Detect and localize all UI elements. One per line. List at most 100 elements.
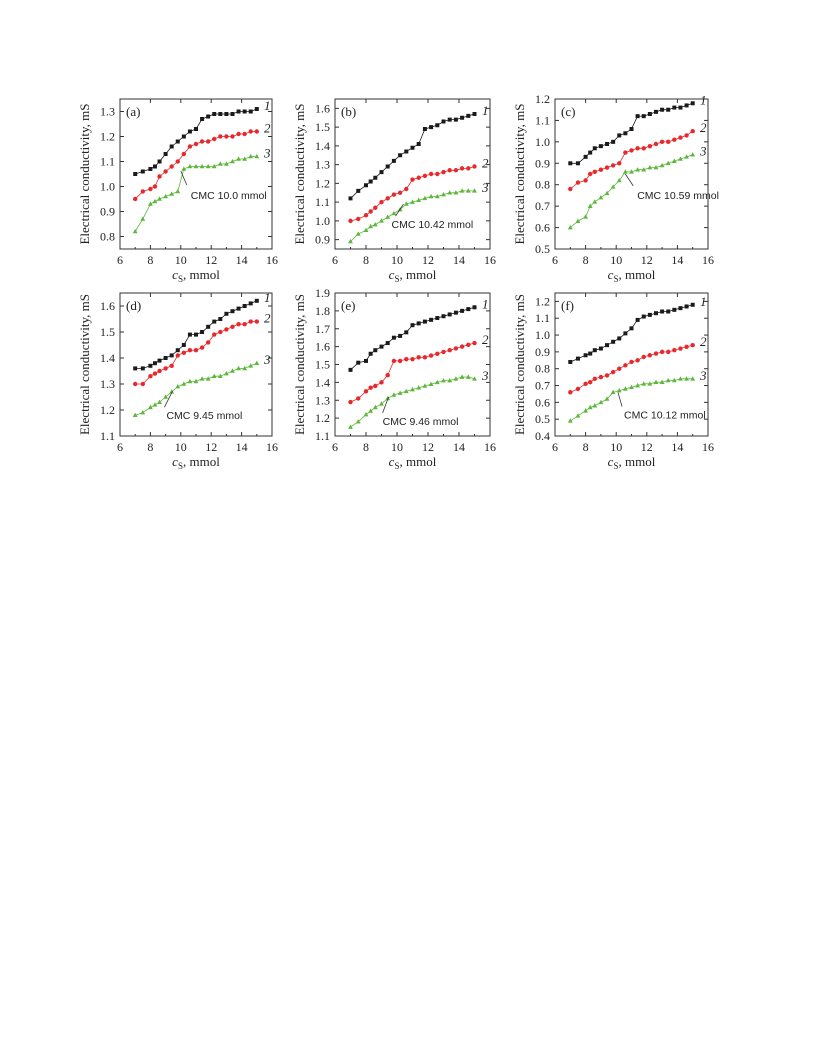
series-label: 1	[700, 92, 707, 107]
data-point	[441, 349, 446, 355]
data-point	[368, 179, 373, 184]
data-point	[684, 304, 689, 309]
data-point	[403, 201, 409, 206]
data-point	[610, 184, 616, 189]
x-tick-label: 10	[175, 440, 187, 454]
data-point	[416, 142, 421, 146]
data-point	[194, 127, 198, 131]
data-point	[629, 169, 634, 174]
x-axis-title-subscript: S	[394, 274, 399, 284]
data-point	[356, 216, 361, 222]
data-point	[659, 139, 665, 145]
data-point	[428, 193, 434, 199]
data-point	[193, 378, 199, 384]
series-1	[133, 298, 259, 371]
data-point	[199, 139, 205, 144]
data-point	[218, 134, 223, 139]
y-tick-label: 1.8	[315, 304, 330, 318]
panel-label: (a)	[126, 104, 140, 119]
data-point	[610, 369, 616, 375]
data-point	[598, 144, 603, 149]
series-label: 1	[482, 296, 489, 311]
data-point	[403, 388, 409, 394]
annotation-leader	[180, 170, 188, 186]
data-point	[242, 109, 247, 114]
data-point	[348, 218, 353, 224]
y-tick-label: 1.4	[315, 375, 330, 389]
data-point	[242, 322, 247, 327]
y-tick-label: 1.4	[100, 351, 115, 365]
data-point	[254, 298, 259, 303]
data-point	[193, 348, 199, 353]
data-point	[575, 161, 580, 166]
data-point	[385, 214, 391, 219]
data-point	[363, 227, 369, 233]
chart-panel-b: 6 8 10 12 14 160.91.01.11.21.31.41.51.6Electr…	[292, 98, 496, 284]
data-point	[660, 309, 665, 314]
series-line	[350, 190, 475, 242]
data-point	[671, 158, 677, 163]
data-point	[604, 190, 610, 196]
data-point	[163, 394, 168, 399]
data-point	[635, 167, 641, 172]
data-point	[140, 169, 145, 174]
data-point	[434, 193, 440, 199]
data-point	[175, 188, 181, 194]
data-point	[140, 381, 145, 387]
x-tick-label: 6	[117, 440, 123, 454]
y-tick-label: 1.1	[535, 113, 550, 127]
x-tick-label: 14	[236, 440, 248, 454]
x-tick-label: 14	[453, 440, 465, 454]
x-tick-label: 12	[422, 440, 434, 454]
data-point	[665, 160, 671, 166]
data-point	[217, 373, 223, 378]
data-point	[391, 392, 397, 397]
data-point	[453, 376, 459, 381]
data-point	[254, 319, 259, 324]
data-point	[678, 135, 683, 140]
data-point	[364, 358, 368, 363]
data-point	[193, 141, 199, 147]
data-point	[157, 368, 162, 374]
data-point	[169, 144, 174, 149]
y-tick-label: 1.9	[315, 286, 330, 300]
data-point	[206, 114, 211, 119]
data-point	[397, 358, 403, 364]
data-point	[684, 103, 689, 108]
data-point	[152, 184, 158, 189]
data-point	[373, 348, 378, 353]
y-tick-label: 1.5	[315, 120, 330, 134]
data-point	[356, 396, 361, 401]
data-point	[212, 136, 217, 142]
data-point	[133, 172, 138, 176]
y-tick-label: 0.9	[315, 233, 330, 247]
x-tick-label: 16	[266, 440, 278, 454]
data-point	[181, 166, 187, 171]
panel-label: (b)	[341, 104, 356, 119]
data-point	[152, 402, 158, 407]
y-tick-label: 0.7	[535, 379, 550, 393]
series-label: 2	[482, 156, 489, 171]
x-axis-title-unit: , mmol	[399, 267, 436, 282]
data-point	[205, 163, 211, 169]
data-point	[379, 218, 384, 223]
data-point	[592, 146, 597, 151]
chart-panel-e: 6 8 10 12 14 161.11.21.31.41.51.61.71.81.9Ele…	[292, 286, 496, 471]
data-point	[422, 383, 428, 388]
data-point	[459, 166, 465, 171]
data-point	[441, 314, 446, 319]
data-point	[242, 131, 247, 137]
series-1	[348, 112, 477, 201]
cmc-annotation: CMC 10.12 mmol	[624, 410, 706, 422]
data-point	[453, 190, 459, 195]
data-point	[200, 330, 205, 334]
x-axis-title: cS, mmol	[608, 454, 656, 471]
data-point	[605, 343, 610, 348]
data-point	[163, 152, 168, 156]
data-point	[133, 196, 138, 202]
data-point	[653, 311, 658, 316]
data-point	[372, 222, 378, 227]
x-tick-label: 14	[453, 253, 465, 267]
data-point	[641, 167, 647, 172]
